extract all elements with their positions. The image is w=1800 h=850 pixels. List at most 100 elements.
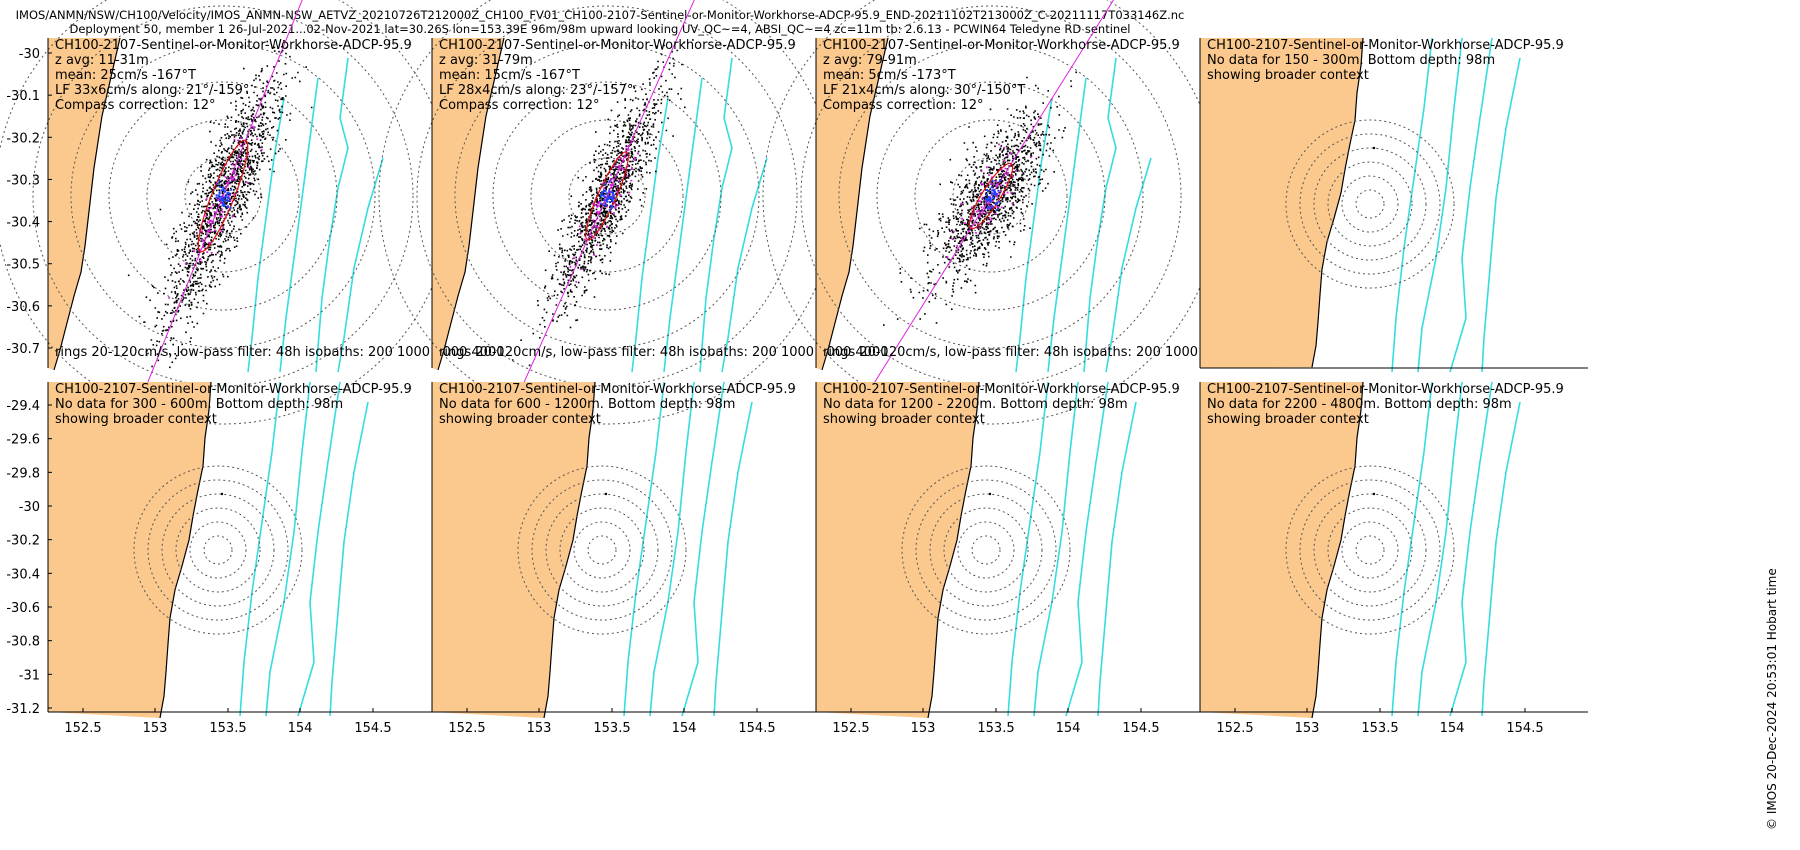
panel-7: CH100-2107-Sentinel-or-Monitor-Workhorse…	[815, 381, 1204, 736]
speed-ring-5	[1299, 133, 1441, 275]
annotation-line-3: mean: 25cm/s -167°T	[55, 68, 196, 83]
annotation-line-1: CH100-2107-Sentinel-or-Monitor-Workhorse…	[439, 382, 796, 397]
isobath-4	[1097, 401, 1137, 717]
isobath-2	[649, 381, 695, 717]
x-tick-label-2: 153	[143, 721, 168, 736]
isobath-1	[631, 97, 669, 373]
annotation-line-2: No data for 600 - 1200m. Bottom depth: 9…	[439, 397, 735, 412]
isobath-2	[663, 77, 703, 373]
mooring-marker	[1372, 492, 1376, 496]
annotation-line-2: No data for 2200 - 4800m. Bottom depth: …	[1207, 397, 1512, 412]
y-tick-label-2: -29.6	[6, 433, 40, 448]
y-tick-label-6: -30.5	[6, 258, 40, 273]
coastline	[1311, 381, 1364, 719]
annotation-line-1: CH100-2107-Sentinel-or-Monitor-Workhorse…	[439, 38, 796, 53]
y-tick-label-1: -29.4	[6, 399, 40, 414]
y-tick-label-4: -30.3	[6, 173, 40, 188]
speed-ring-6	[1285, 119, 1455, 289]
x-tick-label-3: 153.5	[1361, 721, 1398, 736]
copyright-text: © IMOS 20-Dec-2024 20:53:01 Hobart time	[1765, 568, 1779, 830]
panel-2: CH100-2107-Sentinel-or-Monitor-Workhorse…	[378, 0, 889, 434]
principal-axis	[125, 0, 303, 438]
coastline	[1311, 37, 1364, 368]
y-tick-label-1: -30	[19, 47, 40, 62]
annotation-line-2: z avg: 11-31m	[55, 53, 149, 68]
isobath-3	[1083, 57, 1117, 373]
x-tick-label-4: 154	[288, 721, 313, 736]
speed-ring-5	[800, 5, 1182, 387]
isobath-4	[329, 401, 369, 717]
x-tick-label-3: 153.5	[977, 721, 1014, 736]
speed-ring-4	[1313, 147, 1427, 261]
isobath-3	[1065, 381, 1109, 717]
isobath-4	[1481, 401, 1521, 717]
coastline	[821, 37, 889, 371]
panel-1: CH100-2107-Sentinel-or-Monitor-Workhorse…	[0, 0, 505, 438]
isobath-2	[279, 77, 319, 373]
land-area	[432, 38, 504, 370]
annotation-line-2: No data for 150 - 300m. Bottom depth: 98…	[1207, 53, 1495, 68]
speed-ring-4	[838, 43, 1144, 349]
annotation-line-1: CH100-2107-Sentinel-or-Monitor-Workhorse…	[1207, 382, 1564, 397]
land-area	[48, 38, 120, 370]
speed-ring-3	[175, 507, 261, 593]
annotation-line-1: CH100-2107-Sentinel-or-Monitor-Workhorse…	[55, 382, 412, 397]
isobath-1	[1391, 381, 1433, 717]
isobath-2	[1417, 37, 1463, 373]
variance-ellipse	[585, 151, 629, 241]
speed-ring-3	[492, 81, 722, 311]
x-tick-label-3: 153.5	[593, 721, 630, 736]
land-area	[1200, 382, 1363, 718]
isobath-4	[1105, 157, 1152, 373]
speed-ring-5	[147, 479, 289, 621]
speed-ring-5	[1299, 479, 1441, 621]
x-tick-label-2: 153	[911, 721, 936, 736]
annotation-line-1: CH100-2107-Sentinel-or-Monitor-Workhorse…	[823, 38, 1180, 53]
speed-ring-5	[416, 5, 798, 387]
speed-ring-6	[517, 465, 687, 635]
coastline	[159, 381, 212, 719]
panel-4: CH100-2107-Sentinel-or-Monitor-Workhorse…	[1199, 37, 1588, 373]
y-tick-label-7: -30.6	[6, 601, 40, 616]
speed-ring-4	[161, 493, 275, 607]
land-area	[816, 382, 979, 718]
speed-ring-2	[146, 119, 300, 273]
land-area	[48, 382, 211, 718]
speed-ring-4	[929, 493, 1043, 607]
figure-title: IMOS/ANMN/NSW/CH100/Velocity/IMOS_ANMN-N…	[16, 8, 1185, 22]
figure-subtitle: Deployment 50, member 1 26-Jul-2021...02…	[70, 22, 1131, 36]
mean-points	[984, 179, 1001, 211]
mooring-marker	[220, 492, 224, 496]
y-tick-label-5: -30.2	[6, 534, 40, 549]
x-tick-label-1: 152.5	[448, 721, 485, 736]
variance-ellipse	[197, 139, 249, 253]
annotation-line-3: mean: 15cm/s -167°T	[439, 68, 580, 83]
isobath-3	[1449, 37, 1493, 373]
annotation-line-4: LF 28x4cm/s along: 23°/-157°	[439, 83, 633, 98]
y-tick-label-10: -31.2	[6, 702, 40, 717]
speed-ring-1	[203, 535, 233, 565]
speed-ring-3	[108, 81, 338, 311]
annotation-line-2: z avg: 79-91m	[823, 53, 917, 68]
y-tick-label-2: -30.1	[6, 89, 40, 104]
x-tick-label-4: 154	[1440, 721, 1465, 736]
land-area	[432, 382, 595, 718]
isobath-1	[239, 381, 281, 717]
mooring-marker	[1372, 146, 1376, 150]
speed-ring-3	[1327, 507, 1413, 593]
isobath-3	[1449, 381, 1493, 717]
coastline	[53, 37, 121, 371]
x-tick-label-1: 152.5	[1216, 721, 1253, 736]
y-tick-label-3: -29.8	[6, 466, 40, 481]
speed-ring-2	[1341, 175, 1399, 233]
isobath-3	[297, 381, 341, 717]
x-tick-label-4: 154	[672, 721, 697, 736]
isobath-2	[265, 381, 311, 717]
isobath-1	[1391, 37, 1433, 373]
isobath-4	[337, 157, 384, 373]
speed-ring-3	[559, 507, 645, 593]
speed-ring-6	[133, 465, 303, 635]
x-tick-label-1: 152.5	[832, 721, 869, 736]
isobath-1	[1007, 381, 1049, 717]
annotation-line-4: LF 21x4cm/s along: 30°/-150°T	[823, 83, 1025, 98]
